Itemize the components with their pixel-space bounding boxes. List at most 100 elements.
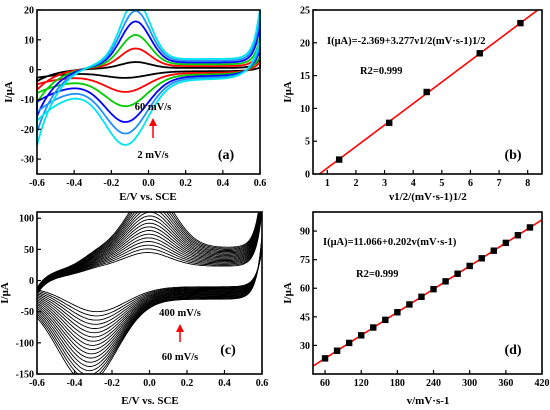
panel-c-2-ytick-label: -150 [16,370,34,381]
panel-d-point [321,355,329,362]
panel-a-0-xtick-label: -0.2 [103,178,119,189]
panel-c-2-ytick-label: 100 [19,214,34,225]
panel-b-1-xtick-label: 5 [439,178,444,189]
panel-a-0-ytick-label: 10 [24,35,34,46]
panel-b-point [385,119,393,127]
panel-c-2-xtick-label: -0.6 [29,378,45,389]
panel-b-point [517,19,524,27]
panel-c-2-ytick-label: -100 [16,338,34,349]
panel-d-point [370,324,377,331]
panel-a-annotation-top: 60 mV/s [135,102,171,113]
panel-d-3-ytick-label: 30 [300,341,310,352]
panel-b-ylabel: I/μA [282,81,294,103]
panel-b-1-ytick-label: 15 [300,71,310,82]
panel-d-point [394,309,401,316]
panel-a-ylabel: I/μA [3,81,15,103]
panel-a-0-xtick-label: -0.4 [66,178,82,189]
panel-d-point [430,285,437,293]
panel-d-3-xtick-label: 180 [390,378,405,389]
panel-b-1-ytick-label: 0 [305,170,310,181]
panel-b-point [335,156,343,163]
panel-a-0-xtick-label: 0.2 [179,178,192,189]
panel-b-1-xtick-label: 6 [468,178,473,189]
panel-d-point [490,247,497,254]
panel-b-point [423,88,430,96]
panel-d-point [333,347,341,354]
panel-c-2-xtick-label: 0.0 [143,378,156,389]
panel-a-0-xtick-label: 0.6 [254,178,267,189]
panel-c-2-xtick-label: 0.4 [218,378,231,389]
panel-d-3-xtick-label: 120 [354,378,369,389]
panel-b-1-ytick-label: 5 [305,137,310,148]
panel-d-point [478,255,485,262]
panel-d-3-ytick-label: 75 [300,255,310,266]
panel-c-2-xtick-label: 0.2 [181,378,194,389]
panel-a-0-ytick-label: -20 [21,125,34,136]
panel-d-point [466,262,473,270]
panel-d-equation: I(μA)=11.066+0.202v(mV·s-1) [323,237,457,248]
panel-b: 1 2 3 4 5 6 7 8 0 5 10 15 20 25 ν1/2/(mV·s-1)1/2 I/μA… [282,6,543,203]
panel-a-curve [36,46,261,93]
panel-b-xlabel: ν1/2/(mV·s-1)1/2 [388,191,467,203]
panel-b-1-xtick-label: 7 [497,178,502,189]
panel-b-label: (b) [504,148,521,163]
panel-c-curve [36,211,263,346]
panel-c-2-ytick-label: 0 [29,276,34,287]
panel-c-ylabel: I/μA [0,282,11,304]
panel-d-point [454,270,461,277]
panel-d-point [526,224,534,231]
panel-a-label: (a) [218,148,235,163]
panel-d-point [514,232,522,239]
panel-b-r2: R2=0.999 [360,66,402,77]
panel-d-3-xtick-label: 360 [498,378,513,389]
panel-a-0-ytick-label: 20 [24,6,34,17]
panel-a-annotation-bottom: 2 mV/s [137,150,168,161]
panel-d-3-xtick-label: 300 [462,378,477,389]
panel-c-2-xtick-label: -0.4 [67,378,83,389]
panel-c-label: (c) [220,343,236,358]
panel-c-2-xtick-label: 0.6 [256,378,269,389]
panel-d-label: (d) [504,343,521,358]
panel-a-0-xtick-label: 0.4 [217,178,230,189]
panel-d-xlabel: v/mV·s-1 [407,395,450,407]
panel-b-1-ytick-label: 10 [300,104,310,115]
panel-a-curve [36,9,261,146]
panel-c-2-ytick-label: -50 [21,307,34,318]
panel-d-point [418,293,425,301]
panel-a-0-xtick-label: 0.0 [142,178,155,189]
panel-b-equation: I(μA)=-2.369+3.277ν1/2(mV·s-1)1/2 [327,36,486,47]
panel-c: -0.6 -0.4 -0.2 0.0 0.2 0.4 0.6 -150 -100 -50 0 50 10… [0,210,269,407]
panel-c-annotation-bottom: 60 mV/s [162,352,198,363]
panel-b-1-ytick-label: 20 [300,38,310,49]
panel-a-0-ytick-label: -30 [21,155,34,166]
panel-b-1-xtick-label: 1 [325,178,330,189]
panel-d-point [382,316,389,324]
panel-a-arrow [149,118,157,138]
panel-c-2-xtick-label: -0.2 [104,378,120,389]
panel-d-3-xtick-label: 420 [535,378,550,389]
panel-a-xlabel: E/V vs. SCE [119,191,177,203]
panel-a-0-ytick-label: 0 [29,65,34,76]
panel-b-1-xtick-label: 3 [382,178,387,189]
panel-c-annotation-top: 400 mV/s [159,308,201,319]
panel-d-3-ytick-label: 90 [300,227,310,238]
panel-d-point [358,332,365,339]
panel-b-point [476,50,483,57]
panel-d-3-xtick-label: 240 [426,378,441,389]
panel-c-curve [36,210,263,342]
panel-d-point [442,278,449,285]
panel-c-2-ytick-label: 50 [24,245,34,256]
panel-d-point [345,339,353,347]
panel-d-point [502,239,510,247]
panel-d-3-ytick-label: 45 [300,312,310,323]
panel-d-ylabel: I/μA [282,282,294,304]
panel-a-0-ytick-label: -10 [21,95,34,106]
panel-b-1-xtick-label: 4 [411,178,416,189]
panel-d-r2: R2=0.999 [356,269,398,280]
panel-d-3-xtick-label: 60 [320,378,330,389]
panel-c-arrow [176,324,184,342]
panel-d-point [406,301,413,308]
panel-d-3-ytick-label: 60 [300,284,310,295]
